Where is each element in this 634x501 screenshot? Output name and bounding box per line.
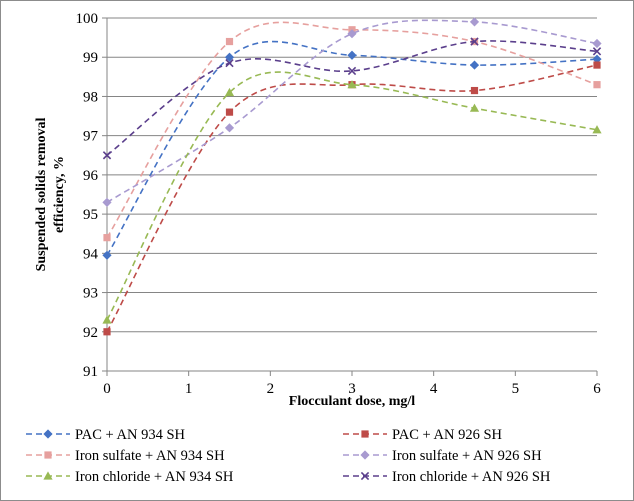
legend-swatch-marker <box>43 429 53 439</box>
legend-label: PAC + AN 926 SH <box>392 427 503 443</box>
data-point <box>593 81 601 89</box>
y-tick-label: 96 <box>83 168 99 184</box>
x-tick-label: 2 <box>267 381 275 397</box>
data-point <box>225 58 234 68</box>
data-point <box>347 80 357 89</box>
y-tick-label: 94 <box>83 246 99 262</box>
legend-item: Iron chloride + AN 934 SH <box>26 469 234 485</box>
legend-item: Iron chloride + AN 926 SH <box>343 469 551 485</box>
legend-label: Iron sulfate + AN 934 SH <box>75 448 225 464</box>
y-axis-title-line-2: efficiency, % <box>52 156 67 233</box>
series-line <box>106 19 598 204</box>
x-tick-label: 4 <box>430 381 438 397</box>
series-line <box>106 40 598 156</box>
series-line <box>106 64 598 333</box>
y-axis-title: Suspended solids removal efficiency, % <box>34 117 67 271</box>
data-point <box>592 125 602 134</box>
axes <box>102 17 598 376</box>
series-4 <box>102 17 602 207</box>
legend-label: Iron sulfate + AN 926 SH <box>392 448 542 464</box>
legend-item: Iron sulfate + AN 926 SH <box>343 448 542 464</box>
legend-item: PAC + AN 926 SH <box>343 427 503 443</box>
y-tick-label: 95 <box>83 207 98 223</box>
legend-swatch-marker <box>44 451 52 459</box>
data-point <box>469 60 480 70</box>
data-point <box>347 66 357 76</box>
data-point <box>102 197 112 207</box>
x-axis-title: Flocculant dose, mg/l <box>289 394 415 409</box>
y-tick-label: 100 <box>76 11 99 27</box>
y-tick-label: 93 <box>83 286 98 302</box>
legend-swatch-marker <box>43 471 53 480</box>
y-tick-label: 98 <box>83 89 98 105</box>
data-point <box>470 86 479 95</box>
x-tick-label: 0 <box>103 381 111 397</box>
legend-label: Iron chloride + AN 934 SH <box>75 469 234 485</box>
y-tick-label: 92 <box>83 325 98 341</box>
data-point <box>224 52 235 62</box>
legend-item: Iron sulfate + AN 934 SH <box>26 448 225 464</box>
series-group <box>102 17 602 336</box>
legend-swatch-marker <box>360 471 370 481</box>
x-marker-stroke <box>102 151 112 160</box>
x-marker-stroke <box>347 66 357 76</box>
x-marker-stroke <box>360 471 370 481</box>
series-line <box>106 71 598 321</box>
y-tick-label: 97 <box>83 129 99 145</box>
x-marker-stroke <box>592 47 602 56</box>
data-point <box>102 151 112 160</box>
data-point <box>225 108 234 116</box>
data-point <box>102 315 112 324</box>
data-point <box>593 61 601 69</box>
y-tick-label: 99 <box>83 50 98 66</box>
data-point <box>103 328 111 336</box>
data-point <box>592 47 602 56</box>
data-point <box>225 37 234 46</box>
y-tick-label: 91 <box>83 364 98 380</box>
data-point <box>224 123 235 133</box>
tick-labels: 91 92 93 94 95 96 97 98 99 100 0 1 2 3 4 5 6 <box>76 11 602 397</box>
series-6 <box>102 37 602 160</box>
x-tick-label: 3 <box>348 381 356 397</box>
data-point <box>347 29 357 39</box>
data-point <box>469 17 480 27</box>
x-tick-label: 6 <box>593 381 601 397</box>
data-point <box>347 50 357 60</box>
x-tick-label: 1 <box>185 381 193 397</box>
data-point <box>469 103 480 112</box>
x-tick-label: 5 <box>512 381 520 397</box>
data-point <box>102 250 112 260</box>
data-point <box>592 38 602 49</box>
data-point <box>103 234 111 242</box>
y-axis-title-line-1: Suspended solids removal <box>34 117 49 271</box>
legend: PAC + AN 934 SH PAC + AN 926 SH Iron sulfa… <box>26 427 551 485</box>
series-line <box>106 40 598 256</box>
data-point <box>470 37 479 46</box>
x-marker-stroke <box>225 58 234 68</box>
legend-swatch-marker <box>360 450 370 460</box>
legend-item: PAC + AN 934 SH <box>26 427 186 443</box>
legend-label: PAC + AN 934 SH <box>75 427 186 443</box>
legend-swatch-marker <box>361 430 369 438</box>
x-marker-stroke <box>470 37 479 46</box>
legend-label: Iron chloride + AN 926 SH <box>392 469 551 485</box>
series-5 <box>102 71 602 324</box>
data-point <box>224 87 235 97</box>
